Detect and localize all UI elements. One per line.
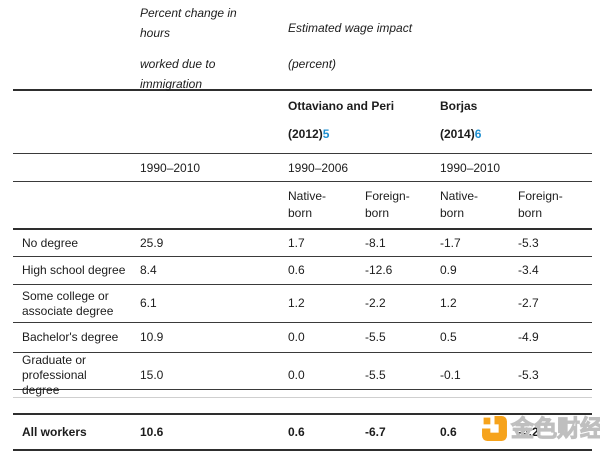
row-label: Some college or associate degree xyxy=(22,288,114,318)
table-cell: 0.6 xyxy=(288,263,305,277)
empty-cell xyxy=(518,0,592,94)
row-label: Graduate or professional degree xyxy=(22,353,87,397)
table-gap xyxy=(13,390,592,413)
table-row-no-degree: No degree 25.9 1.7 -8.1 -1.7 -5.3 xyxy=(13,228,592,256)
borjas-foreign-born-header: Foreign- born xyxy=(518,189,563,220)
source-year: (2012) xyxy=(288,127,323,141)
op-foreign-born-header: Foreign- born xyxy=(365,189,410,220)
table-cell: 1.2 xyxy=(440,296,457,310)
table-cell: -5.3 xyxy=(518,368,539,382)
table-cell: -5.3 xyxy=(518,235,539,250)
table-cell: 0.0 xyxy=(288,330,305,344)
nativity-header-row: Native- born Foreign- born Native- born … xyxy=(13,181,592,228)
empty-cell xyxy=(13,182,140,228)
table-cell: -12.6 xyxy=(365,263,393,277)
source-header-row: Ottaviano and Peri (2012)5 Borjas (2014)… xyxy=(13,89,592,153)
period-borjas: 1990–2010 xyxy=(440,160,501,175)
table-cell: 0.0 xyxy=(288,368,305,382)
table-cell: 0.9 xyxy=(440,263,457,277)
footnote-link-6[interactable]: 6 xyxy=(474,127,482,141)
header-line: hours xyxy=(140,26,171,40)
period-row: 1990–2010 1990–2006 1990–2010 xyxy=(13,153,592,181)
header-line: Estimated wage impact xyxy=(288,21,413,35)
table-cell: 1.2 xyxy=(288,296,305,310)
light-divider xyxy=(13,397,592,398)
table-cell: 15.0 xyxy=(140,368,164,382)
table: Percent change in hours worked due to im… xyxy=(13,0,592,451)
row-label: Bachelor's degree xyxy=(22,330,119,344)
source-borjas: Borjas (2014)6 xyxy=(440,91,592,153)
table-row-all-workers: All workers 10.6 0.6 -6.7 0.6 -4.2 xyxy=(13,413,592,451)
table-cell: -4.9 xyxy=(518,330,539,344)
table-cell: 1.7 xyxy=(288,235,305,250)
table-cell: 10.6 xyxy=(140,425,164,439)
source-year-line: (2014)6 xyxy=(440,127,592,141)
period-ottaviano-peri: 1990–2006 xyxy=(288,160,349,175)
table-cell: 25.9 xyxy=(140,235,164,250)
row-label: No degree xyxy=(22,235,79,250)
source-ottaviano-peri: Ottaviano and Peri (2012)5 xyxy=(288,91,440,153)
table-cell: -0.1 xyxy=(440,368,461,382)
row-label: All workers xyxy=(22,425,87,439)
table-cell: -1.7 xyxy=(440,235,461,250)
table-row-high-school: High school degree 8.4 0.6 -12.6 0.9 -3.… xyxy=(13,256,592,284)
empty-cell xyxy=(140,91,288,153)
op-native-born-header: Native- born xyxy=(288,189,327,220)
table-cell: -3.4 xyxy=(518,263,539,277)
row-label: High school degree xyxy=(22,263,126,277)
empty-cell xyxy=(13,91,140,153)
source-year: (2014) xyxy=(440,127,475,141)
header-line: worked due to xyxy=(140,57,216,71)
table-cell: 0.6 xyxy=(440,425,457,439)
empty-cell xyxy=(440,0,518,94)
table-cell: 0.6 xyxy=(288,425,305,439)
table-cell: 10.9 xyxy=(140,330,164,344)
table-cell: 0.5 xyxy=(440,330,457,344)
source-year-line: (2012)5 xyxy=(288,127,440,141)
footnote-link-5[interactable]: 5 xyxy=(322,127,330,141)
header-line: (percent) xyxy=(288,57,337,71)
table-cell: 8.4 xyxy=(140,263,157,277)
hours-column-header: Percent change in hours worked due to im… xyxy=(140,0,288,94)
table-cell: -6.7 xyxy=(365,425,386,439)
table-cell: -5.5 xyxy=(365,330,386,344)
table-cell: -5.5 xyxy=(365,368,386,382)
table-cell: -2.2 xyxy=(365,296,386,310)
header-line: immigration xyxy=(140,77,203,91)
table-top-header-row: Percent change in hours worked due to im… xyxy=(13,0,592,91)
header-line: Percent change in xyxy=(140,6,237,20)
source-name: Ottaviano and Peri xyxy=(288,99,395,113)
empty-cell xyxy=(140,182,288,228)
wage-impact-column-header: Estimated wage impact (percent) xyxy=(288,0,440,94)
period-hours: 1990–2010 xyxy=(140,160,201,175)
table-cell: -8.1 xyxy=(365,235,386,250)
table-cell: 6.1 xyxy=(140,296,157,310)
table-cell: -4.2 xyxy=(518,425,539,439)
empty-corner-cell xyxy=(13,0,140,94)
table-row-graduate: Graduate or professional degree 15.0 0.0… xyxy=(13,352,592,397)
borjas-native-born-header: Native- born xyxy=(440,189,479,220)
table-cell: -2.7 xyxy=(518,296,539,310)
table-row-bachelors: Bachelor's degree 10.9 0.0 -5.5 0.5 -4.9 xyxy=(13,322,592,352)
table-row-some-college: Some college or associate degree 6.1 1.2… xyxy=(13,284,592,322)
source-name: Borjas xyxy=(440,99,478,113)
